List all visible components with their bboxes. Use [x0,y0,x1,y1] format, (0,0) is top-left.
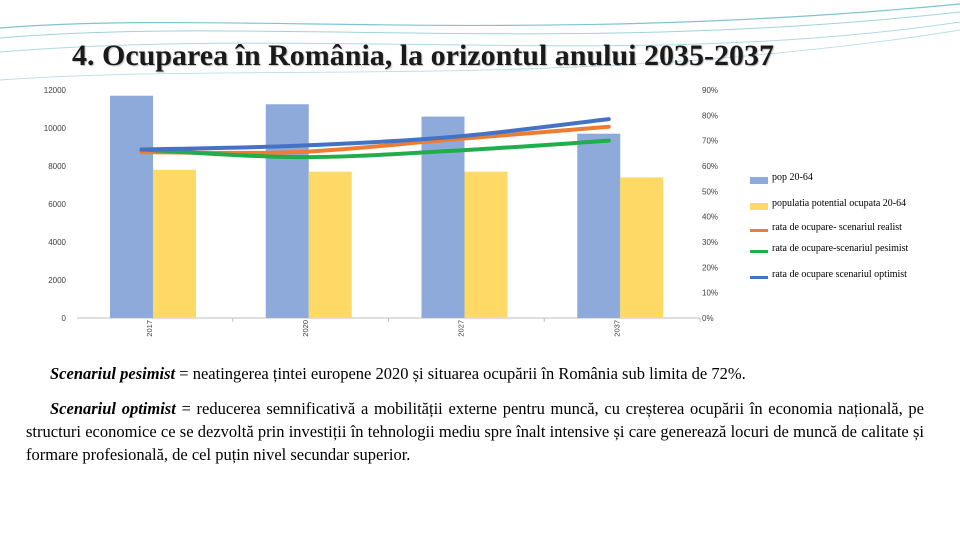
line-pesimist [139,138,611,160]
term-pesimist: Scenariul pesimist [50,364,176,383]
slide-title: 4. Ocuparea în România, la orizontul anu… [72,39,775,72]
bar-pop [110,95,153,318]
paragraph-pesimist: Scenariul pesimist = neatingerea țintei … [26,362,924,385]
left-axis-tick-label: 0 [62,314,67,323]
right-axis-tick-label: 80% [702,111,718,120]
deco-line [0,11,960,39]
legend-swatch-potential [750,203,768,210]
legend-line-optimist [750,276,768,279]
legend-label-optimist: rata de ocupare scenariul optimist [772,269,907,280]
legend-swatch-pop [750,177,768,184]
left-axis-tick-label: 12000 [44,86,67,95]
legend-item-potential: populatia potential ocupata 20-64 [750,198,950,214]
legend-label-realist: rata de ocupare- scenariul realist [772,222,902,233]
bar-potential [308,171,352,318]
deco-line [0,3,960,29]
chart: 0 2000 4000 6000 8000 10000 12000 0% 10% 20% 30% 40… [44,86,718,337]
x-axis-tick-label: 2017 [145,320,154,337]
term-optimist: Scenariul optimist [50,399,176,418]
bar-pop [421,116,465,318]
legend-line-pesimist [750,250,768,253]
legend-label-pesimist: rata de ocupare-scenariul pesimist [772,243,909,254]
right-axis-tick-label: 50% [702,187,718,196]
left-axis-tick-label: 4000 [48,238,66,247]
legend-label-pop: pop 20-64 [772,172,813,183]
left-axis-tick-label: 10000 [44,124,67,133]
right-axis-tick-label: 60% [702,162,718,171]
bar-potential [464,171,508,318]
right-axis-tick-label: 20% [702,263,718,272]
deco-line [0,21,960,53]
bar-pop [577,133,621,318]
line-optimist [139,117,611,152]
legend-item-pesimist: rata de ocupare-scenariul pesimist [750,243,950,259]
title-decoration [0,3,960,81]
legend-item-realist: rata de ocupare- scenariul realist [750,222,950,238]
right-axis-tick-label: 40% [702,213,718,222]
right-axis-tick-label: 30% [702,238,718,247]
right-axis-tick-label: 10% [702,289,718,298]
legend-item-pop: pop 20-64 [750,172,950,188]
bar-pop [265,104,309,318]
left-axis-tick-label: 8000 [48,162,66,171]
definition-pesimist: = neatingerea țintei europene 2020 și si… [175,364,746,383]
right-axis-tick-label: 0% [702,314,714,323]
x-axis-tick-label: 2037 [612,320,621,337]
legend-item-optimist: rata de ocupare scenariul optimist [750,269,950,285]
x-axis-tick-label: 2020 [301,320,310,337]
legend-label-potential: populatia potential ocupata 20-64 [772,198,907,209]
legend-line-realist [750,229,768,232]
left-axis-tick-label: 6000 [48,200,66,209]
paragraph-optimist: Scenariul optimist = reducerea semnifica… [26,397,924,466]
chart-layer: 0 2000 4000 6000 8000 10000 12000 0% 10% 20% 30% 40… [44,86,718,337]
left-axis-tick-label: 2000 [48,276,66,285]
definition-optimist: = reducerea semnificativă a mobilității … [26,399,925,464]
deco-line [0,29,960,81]
right-axis-tick-label: 90% [702,86,718,95]
right-axis-tick-label: 70% [702,137,718,146]
bar-potential [620,177,664,318]
bar-potential [153,169,196,318]
x-axis-tick-label: 2027 [457,320,466,337]
